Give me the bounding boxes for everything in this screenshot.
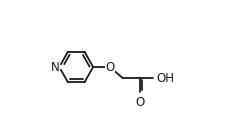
Text: O: O [105, 60, 114, 74]
Text: N: N [51, 60, 59, 74]
Text: O: O [135, 96, 144, 109]
Text: OH: OH [156, 72, 174, 85]
